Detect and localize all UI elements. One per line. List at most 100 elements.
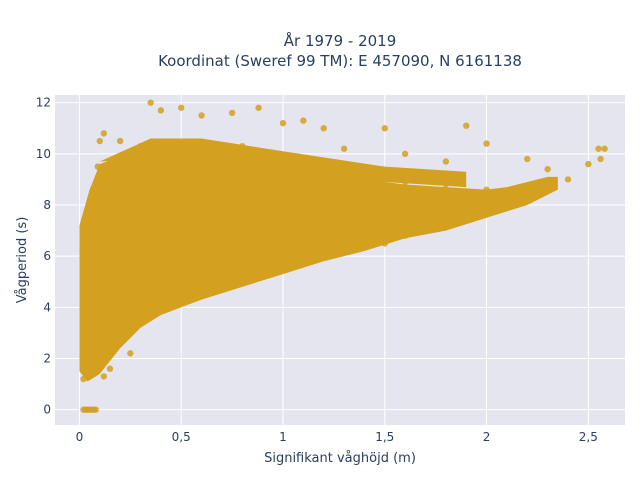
scatter-point xyxy=(84,329,91,337)
scatter-point xyxy=(178,265,185,273)
y-tick-label: 10 xyxy=(36,147,51,161)
scatter-point xyxy=(483,206,490,214)
y-axis-label: Vågperiod (s) xyxy=(15,217,30,304)
scatter-point xyxy=(320,125,327,132)
scatter-point xyxy=(178,296,185,303)
scatter-point xyxy=(300,117,307,124)
scatter-point xyxy=(239,275,246,283)
scatter-point xyxy=(92,201,99,209)
x-tick-label: 0,5 xyxy=(172,430,191,444)
x-tick-label: 2,5 xyxy=(579,430,598,444)
scatter-point xyxy=(463,212,470,219)
scatter-point xyxy=(503,201,511,209)
scatter-point xyxy=(218,252,226,260)
x-tick-label: 1 xyxy=(279,430,287,444)
scatter-point xyxy=(178,104,185,111)
scatter-point xyxy=(361,242,368,250)
scatter-point xyxy=(483,140,490,147)
scatter-point xyxy=(401,178,409,186)
scatter-point xyxy=(239,176,246,183)
scatter-point xyxy=(255,104,262,111)
scatter-point xyxy=(279,263,287,270)
scatter-point xyxy=(279,119,287,127)
scatter-point xyxy=(442,181,450,188)
scatter-point xyxy=(601,145,608,152)
scatter-point xyxy=(300,258,307,265)
scatter-point xyxy=(157,304,165,311)
scatter-point xyxy=(442,201,450,209)
scatter-point xyxy=(96,137,103,145)
y-tick-label: 12 xyxy=(36,96,51,110)
scatter-point xyxy=(544,186,551,193)
x-tick-labels: 0 0,5 1 1,5 2 2,5 xyxy=(76,430,598,444)
scatter-point xyxy=(524,155,531,163)
x-axis-label: Signifikant våghöjd (m) xyxy=(264,451,416,466)
scatter-point xyxy=(116,252,124,260)
scatter-point xyxy=(127,350,134,357)
scatter-point xyxy=(137,316,144,324)
upper-point-band xyxy=(99,138,467,188)
scatter-point xyxy=(106,342,114,349)
scatter-point xyxy=(228,109,236,117)
scatter-point xyxy=(401,150,409,158)
scatter-point xyxy=(381,125,388,132)
scatter-point xyxy=(88,227,95,234)
chart-subtitle: Koordinat (Sweref 99 TM): E 457090, N 61… xyxy=(158,52,522,70)
scatter-point xyxy=(340,247,348,255)
scatter-point xyxy=(483,186,490,193)
scatter-point xyxy=(401,232,409,239)
scatter-point xyxy=(167,301,175,308)
scatter-point xyxy=(157,107,165,114)
scatter-point xyxy=(157,181,165,188)
scatter-point xyxy=(381,240,388,247)
scatter-point xyxy=(585,160,592,168)
scatter-point xyxy=(100,130,108,137)
x-tick-label: 0 xyxy=(76,430,84,444)
scatter-point xyxy=(279,173,287,181)
scatter-point xyxy=(320,252,327,260)
y-tick-label: 2 xyxy=(43,351,51,365)
scatter-point xyxy=(147,311,154,319)
scatter-point xyxy=(86,252,93,260)
scatter-point xyxy=(239,142,246,150)
scatter-point xyxy=(82,291,89,298)
y-tick-label: 4 xyxy=(43,300,51,314)
scatter-point xyxy=(90,189,97,196)
scatter-point xyxy=(259,270,266,278)
scatter-point xyxy=(96,350,103,357)
scatter-point xyxy=(198,288,205,296)
scatter-point xyxy=(92,406,99,413)
scatter-point xyxy=(442,158,450,165)
scatter-point xyxy=(92,360,99,367)
scatter-point xyxy=(198,178,205,186)
scatter-point xyxy=(100,373,108,380)
scatter-point xyxy=(116,137,124,145)
x-tick-label: 2 xyxy=(483,430,491,444)
scatter-point xyxy=(147,99,154,106)
scatter-point xyxy=(524,194,531,201)
scatter-point xyxy=(361,178,368,186)
scatter-point xyxy=(320,176,327,183)
scatter-point xyxy=(320,214,327,221)
scatter-point xyxy=(218,281,226,288)
scatter-point xyxy=(381,212,388,219)
scatter-point xyxy=(94,163,101,170)
x-tick-label: 1,5 xyxy=(375,430,394,444)
scatter-point xyxy=(116,329,124,337)
scatter-point xyxy=(597,155,604,163)
scatter-point xyxy=(503,191,511,198)
scatter-point xyxy=(86,370,93,378)
scatter-point xyxy=(544,165,551,173)
data-points xyxy=(79,99,608,413)
scatter-point xyxy=(116,189,124,196)
scatter-point xyxy=(96,278,103,285)
dense-point-cloud xyxy=(79,156,558,382)
scatter-point xyxy=(564,176,572,183)
scatter-point xyxy=(442,219,450,227)
scatter-point xyxy=(259,222,266,229)
scatter-point xyxy=(340,227,348,234)
y-tick-label: 6 xyxy=(43,249,51,263)
scatter-point xyxy=(106,365,114,372)
scatter-point xyxy=(422,227,429,234)
